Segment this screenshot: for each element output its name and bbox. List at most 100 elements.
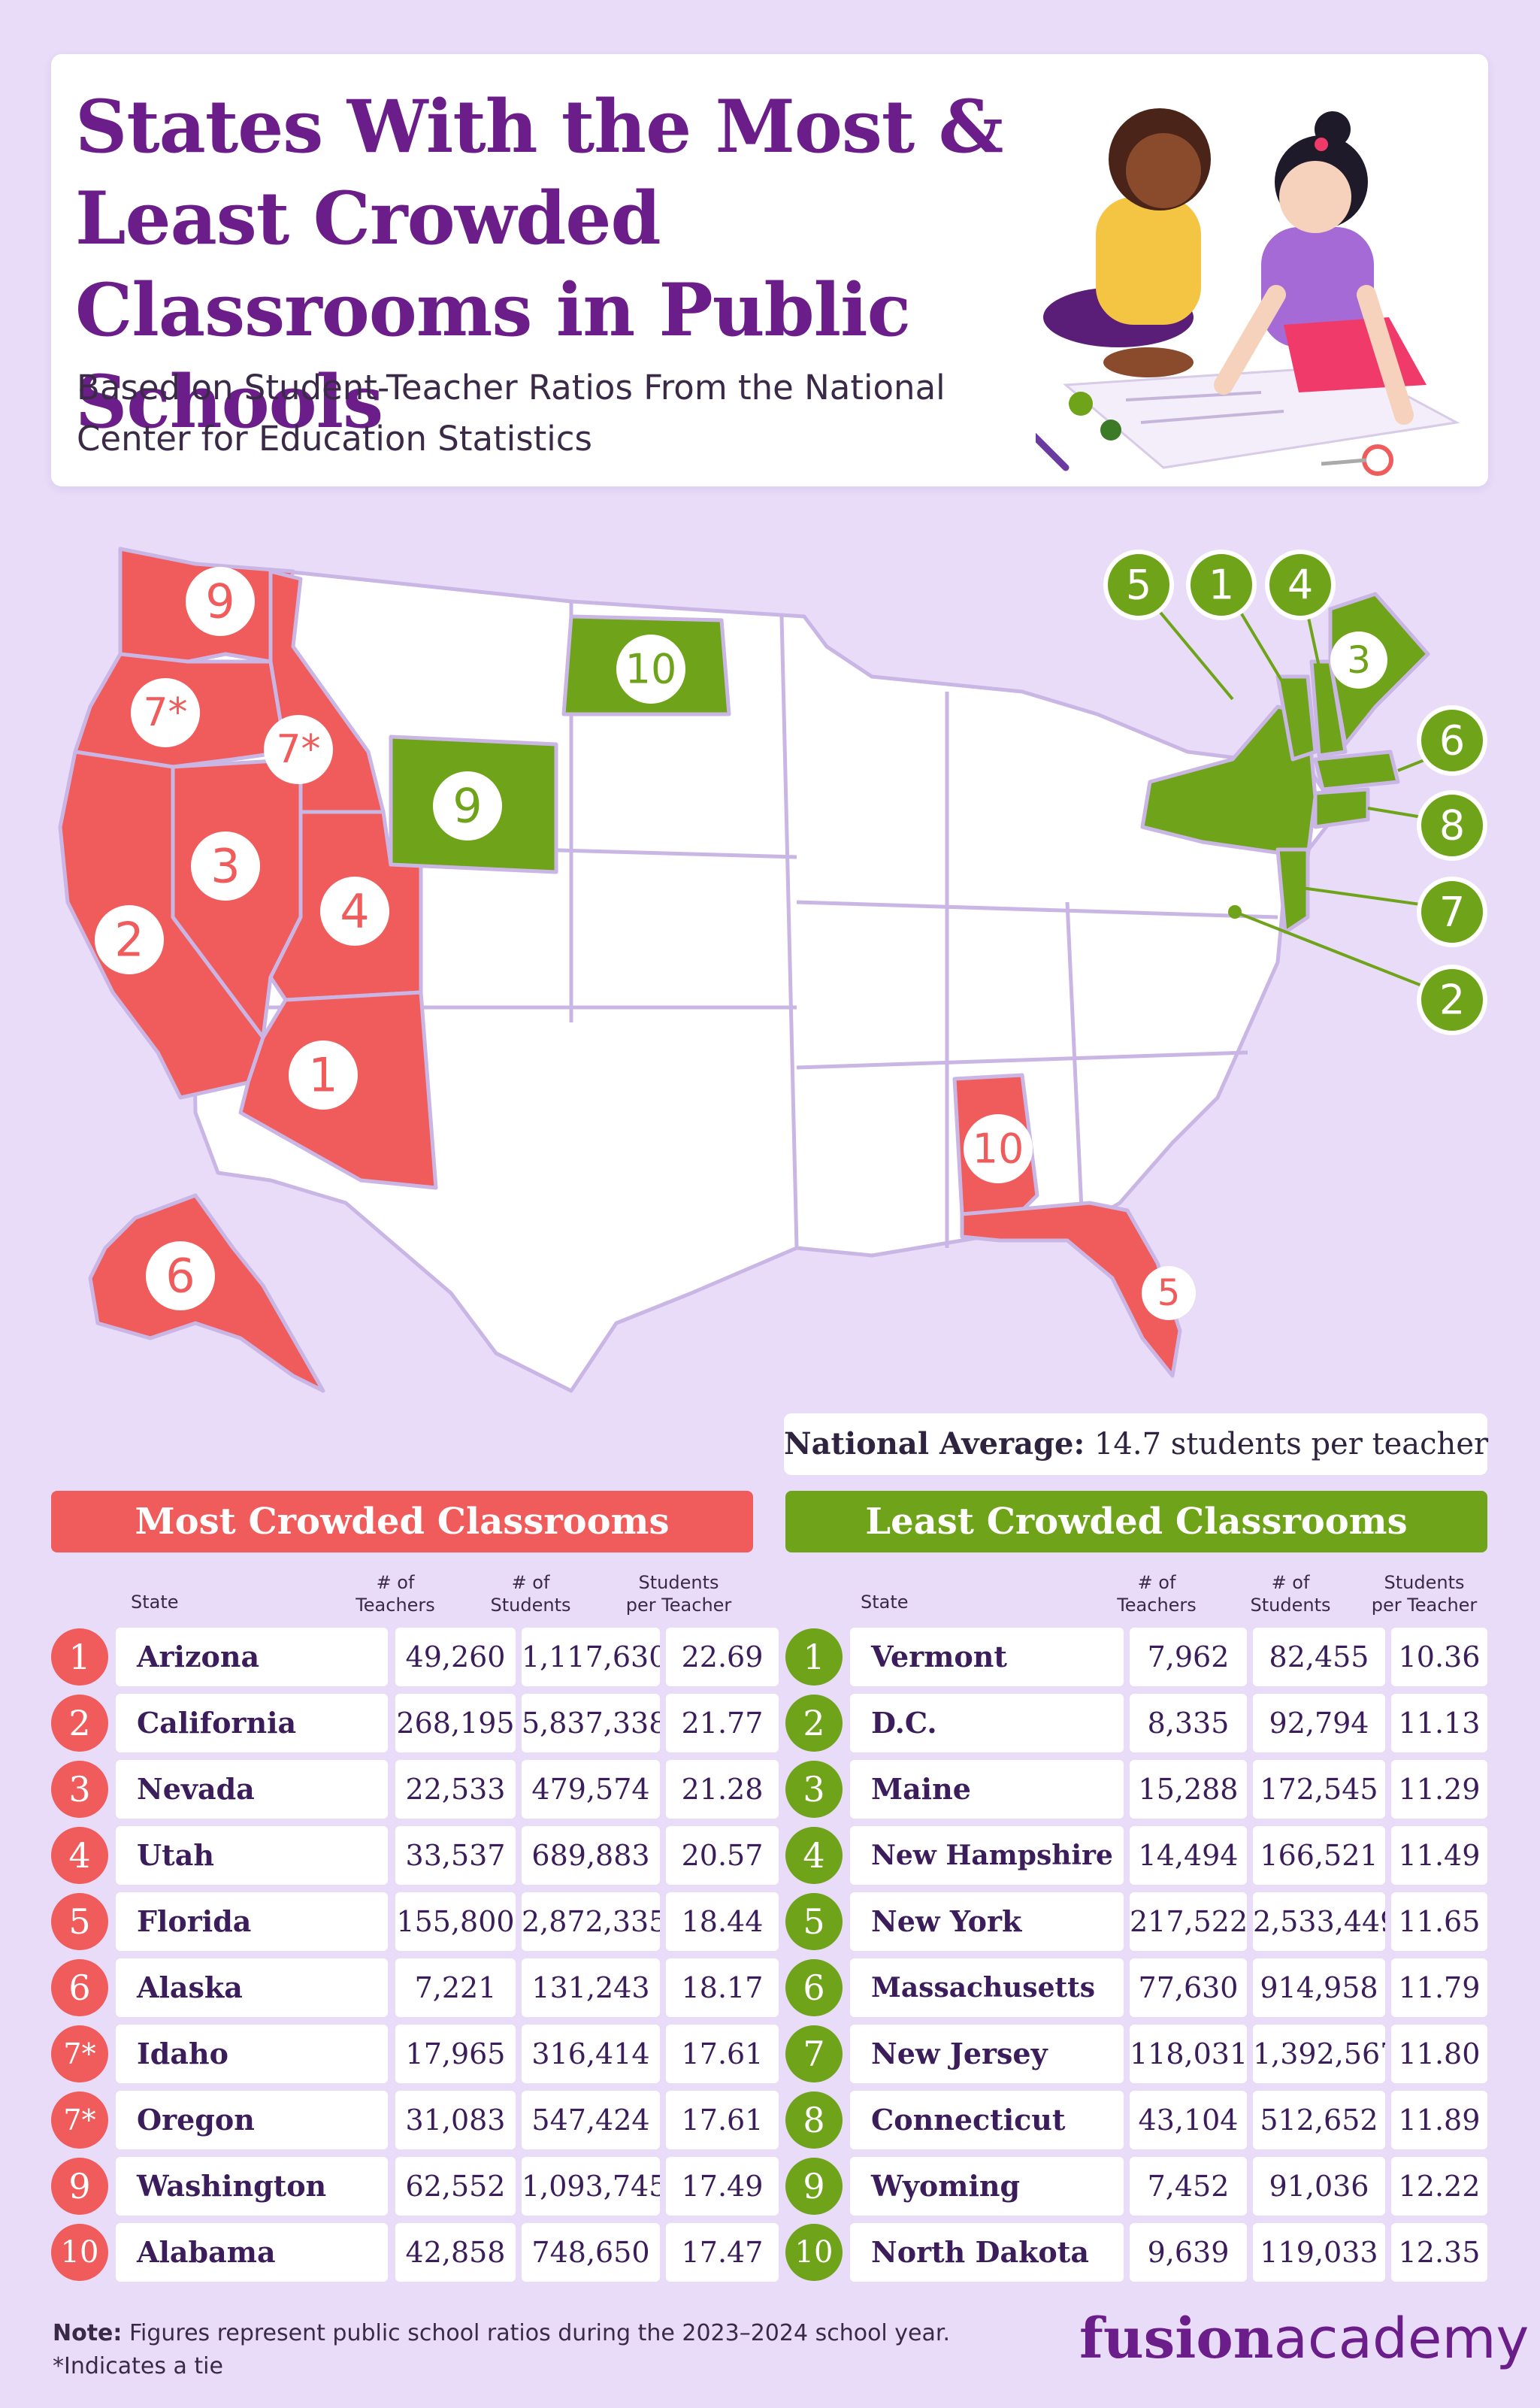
map-label-new-york: 5 [1126,562,1151,609]
teachers-cell: 43,104 [1130,2091,1247,2149]
students-cell: 512,652 [1253,2091,1385,2149]
ratio-cell: 11.89 [1391,2091,1487,2149]
ratio-cell: 17.47 [666,2223,779,2282]
rank-badge: 7* [51,2025,108,2082]
map-badge-arizona [289,1040,358,1110]
table-row: 7* Oregon 31,083 547,424 17.61 [51,2091,779,2149]
brand-logo-light: academy [1273,2307,1529,2371]
teachers-cell: 9,639 [1130,2223,1247,2282]
students-cell: 2,872,335 [522,1892,660,1951]
table-row: 6 Alaska 7,221 131,243 18.17 [51,1958,779,2017]
map-label-massachusetts: 6 [1439,717,1465,765]
state-cell: Utah [116,1826,388,1885]
column-header-students: # of Students [1226,1571,1355,1616]
column-header-ratio: Students per Teacher [1361,1571,1487,1616]
teachers-cell: 22,533 [395,1760,516,1819]
table-row: 4 New Hampshire 14,494 166,521 11.49 [785,1826,1487,1885]
students-cell: 166,521 [1253,1826,1385,1885]
column-header-ratio-line1: Students [1384,1572,1465,1593]
map-callout-massachusetts [1417,705,1487,776]
most-crowded-map-labels: 9 7* 7* 2 3 4 1 6 10 5 [95,567,1196,1320]
rank-badge: 4 [51,1827,108,1884]
state-cell: Arizona [116,1628,388,1686]
column-header-students-line2: Students [1250,1595,1331,1616]
map-callout-new-jersey [1417,877,1487,947]
least-crowded-column-headers: State # of Teachers # of Students Students… [785,1571,1487,1631]
state-cell: New York [850,1892,1124,1951]
state-cell: Alaska [116,1958,388,2017]
map-label-new-jersey: 7 [1439,889,1465,936]
column-header-teachers: # of Teachers [1097,1571,1217,1616]
teachers-cell: 42,858 [395,2223,516,2282]
table-row: 1 Vermont 7,962 82,455 10.36 [785,1628,1487,1686]
map-callout-dc [1417,965,1487,1035]
teachers-cell: 62,552 [395,2157,516,2216]
teachers-cell: 17,965 [395,2025,516,2083]
map-badge-north-dakota [616,635,685,704]
map-badge-wyoming [433,771,502,841]
state-cell: Massachusetts [850,1958,1124,2017]
table-row: 3 Maine 15,288 172,545 11.29 [785,1760,1487,1819]
state-shape-vermont [1275,674,1318,762]
least-crowded-map-labels: 10 9 3 5 1 4 6 8 7 2 [433,550,1487,1035]
students-cell: 92,794 [1253,1694,1385,1752]
table-row: 7 New Jersey 118,031 1,392,567 11.80 [785,2025,1487,2083]
students-cell: 547,424 [522,2091,660,2149]
column-header-students: # of Students [461,1571,600,1616]
column-header-teachers-line2: Teachers [1117,1595,1197,1616]
students-cell: 1,392,567 [1253,2025,1385,2083]
most-crowded-title: Most Crowded Classrooms [51,1491,753,1552]
column-header-teachers-line2: Teachers [356,1595,435,1616]
state-shape-dc [1228,905,1242,919]
teachers-cell: 49,260 [395,1628,516,1686]
map-callout-new-york [1103,550,1174,620]
students-cell: 748,650 [522,2223,660,2282]
rank-badge: 7 [785,2025,843,2082]
map-label-north-dakota: 10 [625,646,677,693]
students-cell: 82,455 [1253,1628,1385,1686]
students-cell: 316,414 [522,2025,660,2083]
page-subtitle: Based on Student-Teacher Ratios From the… [77,368,945,459]
state-cell: Idaho [116,2025,388,2083]
column-header-ratio: Students per Teacher [607,1571,750,1616]
page-title: States With the Most & Least Crowded Cla… [75,84,1003,444]
map-badge-nevada [191,831,260,901]
teachers-cell: 31,083 [395,2091,516,2149]
header-card: States With the Most & Least Crowded Cla… [51,54,1488,486]
table-row: 8 Connecticut 43,104 512,652 11.89 [785,2091,1487,2149]
ratio-cell: 11.65 [1391,1892,1487,1951]
state-cell: Alabama [116,2223,388,2282]
rank-badge: 9 [785,2158,843,2215]
tie-note: *Indicates a tie [53,2353,223,2379]
state-cell: California [116,1694,388,1752]
students-cell: 689,883 [522,1826,660,1885]
ratio-cell: 18.17 [666,1958,779,2017]
map-callout-connecticut [1417,790,1487,861]
ratio-cell: 17.61 [666,2025,779,2083]
rank-badge: 1 [785,1628,843,1686]
ratio-cell: 12.22 [1391,2157,1487,2216]
national-average-box: National Average: 14.7 students per teac… [784,1413,1488,1475]
table-row: 9 Washington 62,552 1,093,745 17.49 [51,2157,779,2216]
students-cell: 172,545 [1253,1760,1385,1819]
map-badge-california [95,905,164,974]
column-header-state: State [861,1592,909,1613]
map-callout-vermont [1186,550,1257,620]
map-label-oregon: 7* [143,690,187,735]
table-row: 2 D.C. 8,335 92,794 11.13 [785,1694,1487,1752]
least-crowded-title: Least Crowded Classrooms [785,1491,1487,1552]
ratio-cell: 21.77 [666,1694,779,1752]
rank-badge: 7* [51,2091,108,2149]
table-row: 10 Alabama 42,858 748,650 17.47 [51,2223,779,2282]
table-row: 7* Idaho 17,965 316,414 17.61 [51,2025,779,2083]
map-badge-alaska [146,1241,215,1310]
students-cell: 2,533,449 [1253,1892,1385,1951]
rank-badge: 1 [51,1628,108,1686]
table-row: 4 Utah 33,537 689,883 20.57 [51,1826,779,1885]
ratio-cell: 10.36 [1391,1628,1487,1686]
ratio-cell: 11.79 [1391,1958,1487,2017]
map-label-wyoming: 9 [452,779,482,834]
rank-badge: 3 [785,1761,843,1818]
state-shape-florida [960,1201,1182,1378]
table-row: 9 Wyoming 7,452 91,036 12.22 [785,2157,1487,2216]
